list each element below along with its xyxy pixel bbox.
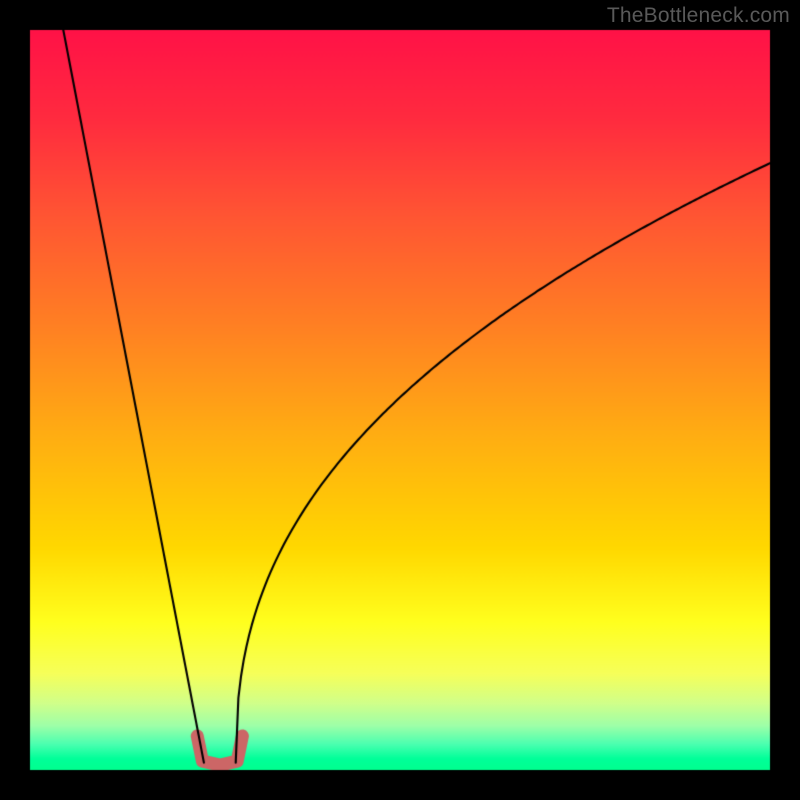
bottleneck-chart-canvas bbox=[0, 0, 800, 800]
watermark-text: TheBottleneck.com bbox=[607, 4, 790, 28]
chart-container: TheBottleneck.com bbox=[0, 0, 800, 800]
